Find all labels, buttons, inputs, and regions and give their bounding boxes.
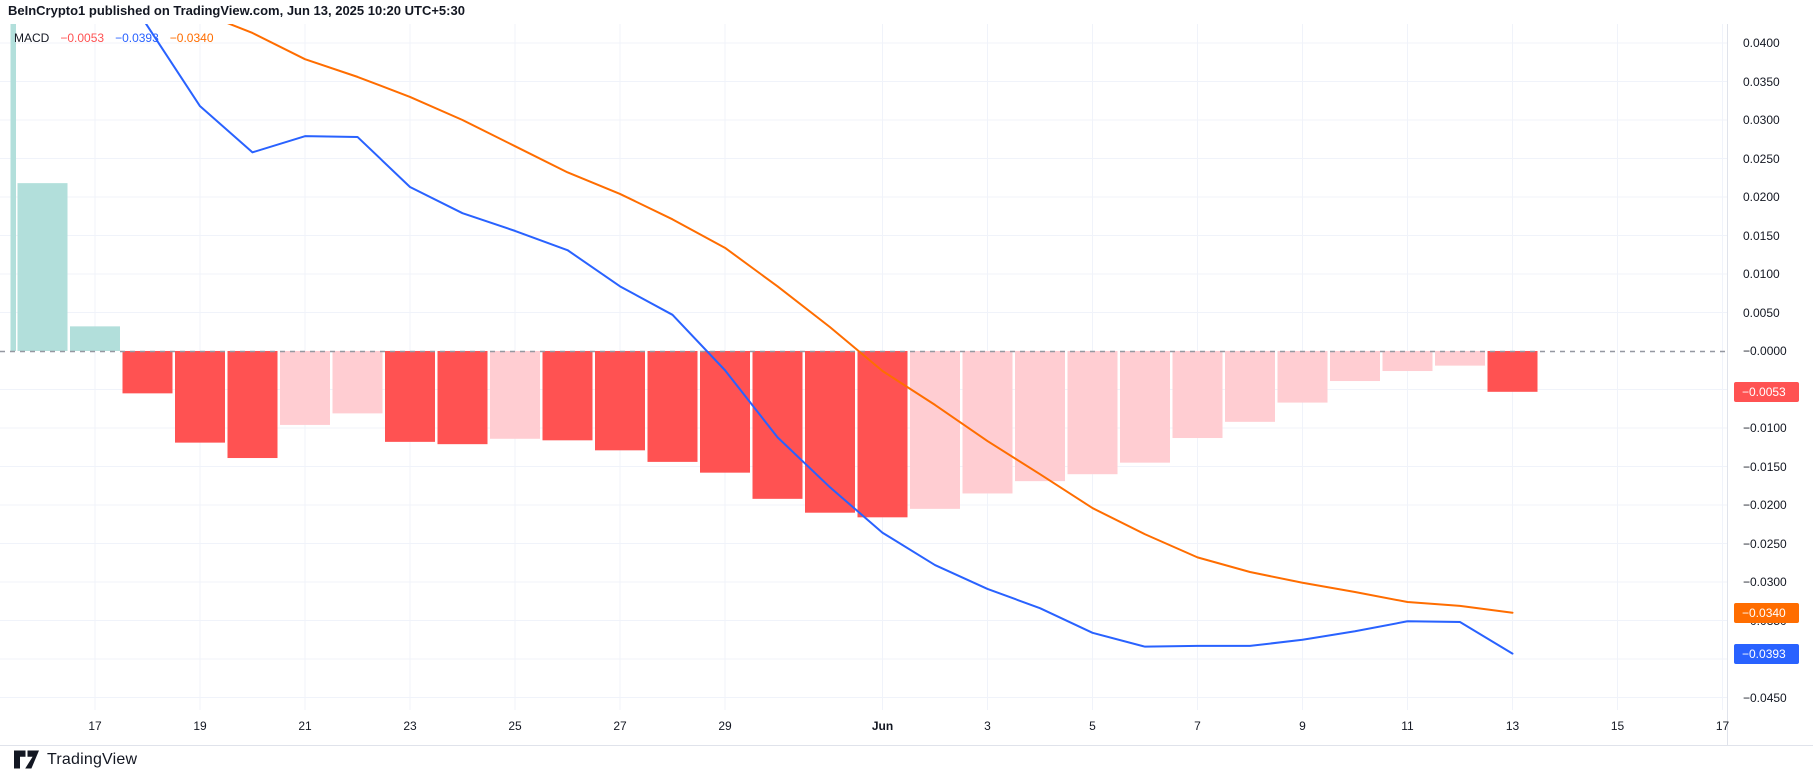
histogram-bar bbox=[1330, 351, 1380, 382]
histogram-bar bbox=[857, 351, 908, 518]
histogram-bar bbox=[910, 351, 960, 509]
histogram-bar bbox=[1015, 351, 1065, 482]
histogram-bar bbox=[227, 351, 278, 459]
histogram-bar bbox=[595, 351, 645, 451]
histogram-bar bbox=[1120, 351, 1170, 463]
histogram-bar bbox=[1435, 351, 1485, 366]
legend-histogram-value: −0.0053 bbox=[60, 31, 105, 45]
footer: TradingView bbox=[13, 749, 137, 770]
histogram-bar bbox=[70, 326, 120, 351]
tradingview-logo-icon bbox=[14, 750, 39, 769]
histogram-bar bbox=[1067, 351, 1118, 475]
tradingview-logo[interactable]: TradingView bbox=[13, 749, 137, 770]
legend-macd-value: −0.0393 bbox=[115, 31, 159, 45]
histogram-bar bbox=[805, 351, 855, 513]
histogram-bar bbox=[1277, 351, 1328, 403]
histogram-bar bbox=[175, 351, 225, 443]
histogram-bar bbox=[385, 351, 435, 442]
macd-legend: MACD −0.0053 −0.0393 −0.0340 bbox=[14, 31, 214, 45]
histogram-bar bbox=[17, 183, 68, 351]
histogram-bar bbox=[280, 351, 330, 425]
macd-line bbox=[144, 24, 1514, 655]
histogram-bar bbox=[1487, 351, 1538, 392]
histogram-bar bbox=[332, 351, 383, 414]
histogram-bar bbox=[1382, 351, 1433, 372]
histogram-bars bbox=[10, 24, 1538, 518]
histogram-bar bbox=[122, 351, 173, 394]
histogram-bar bbox=[752, 351, 803, 499]
page-title: BeInCrypto1 published on TradingView.com… bbox=[8, 3, 465, 18]
signal-line bbox=[227, 24, 1514, 614]
histogram-bar bbox=[437, 351, 488, 445]
legend-signal-value: −0.0340 bbox=[169, 31, 214, 45]
tradingview-logo-text: TradingView bbox=[47, 750, 138, 768]
legend-indicator-name: MACD bbox=[14, 31, 50, 45]
histogram-bar bbox=[490, 351, 540, 439]
histogram-bar bbox=[1172, 351, 1223, 439]
histogram-bar bbox=[962, 351, 1013, 494]
histogram-bar-clipped bbox=[10, 24, 16, 351]
histogram-bar bbox=[542, 351, 593, 441]
histogram-bar bbox=[647, 351, 698, 462]
histogram-bar bbox=[1225, 351, 1275, 422]
